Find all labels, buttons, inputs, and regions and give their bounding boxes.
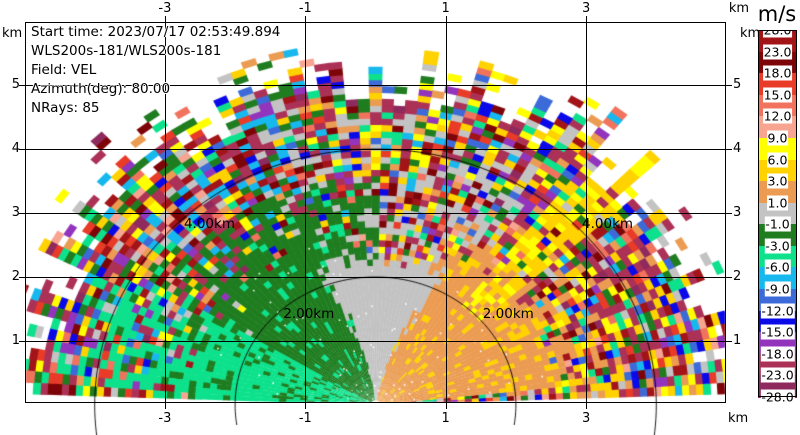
scan-info-block: Start time: 2023/07/17 02:53:49.894 WLS2… [31,23,280,118]
y-tick-label-right: 5 [733,77,742,92]
start-time-text: Start time: 2023/07/17 02:53:49.894 [31,24,281,40]
y-tick-mark-right [726,213,732,214]
y-tick-mark-left [19,213,25,214]
plot-frame [25,22,726,403]
colorbar-tick-label: 28.0 [762,30,793,38]
grid-line-vertical [164,22,166,403]
grid-line-horizontal [25,213,726,214]
field-name-text: Field: VEL [31,62,97,78]
x-tick-label-top: -3 [158,1,172,16]
x-tick-mark-top [445,16,447,22]
colorbar-tick-label: 6.0 [766,152,789,168]
x-tick-label-top: -1 [298,1,312,16]
y-tick-label-right: 3 [733,205,742,220]
y-tick-label-left: 4 [11,141,20,156]
x-tick-mark-top [164,16,166,22]
colorbar-tick-label: -3.0 [764,238,791,254]
colorbar-outline [758,30,797,397]
y-tick-mark-left [19,85,25,86]
y-tick-label-right: 1 [733,333,742,348]
grid-line-vertical [586,22,588,403]
x-tick-label-top: 3 [581,1,591,16]
colorbar-tick-label: 23.0 [762,44,793,60]
y-tick-mark-right [726,149,732,150]
x-tick-mark-bottom [305,403,307,409]
grid-line-vertical [445,22,447,403]
y-axis-unit-left: km [2,26,23,41]
y-tick-label-left: 3 [11,205,20,220]
x-tick-mark-top [586,16,588,22]
colorbar-tick-label: -12.0 [760,303,795,319]
grid-line-horizontal [25,341,726,342]
colorbar-tick-label: -9.0 [764,281,791,297]
y-tick-mark-right [726,277,732,278]
y-tick-label-left: 5 [11,77,20,92]
y-tick-mark-left [19,277,25,278]
range-ring-label: 4.00km [183,215,235,232]
colorbar-tick-label: 15.0 [762,87,793,103]
instrument-name-text: WLS200s-181/WLS200s-181 [31,43,222,59]
grid-line-vertical [305,22,307,403]
range-ring-label: 4.00km [582,215,634,232]
x-axis-unit-bottom: km [728,411,749,426]
colorbar-tick-label: -1.0 [764,216,791,232]
colorbar-body: 28.0 23.0 18.0 15.0 12.0 9.0 6.0 3.0 1.0 -1.0 -3.0… [758,30,797,406]
colorbar-tick-label: 18.0 [762,65,793,81]
range-ring-label: 2.00km [283,306,335,323]
x-tick-mark-bottom [164,403,166,409]
y-tick-label-right: 4 [733,141,742,156]
y-tick-label-left: 2 [11,269,20,284]
x-tick-mark-bottom [586,403,588,409]
y-tick-mark-left [19,149,25,150]
x-tick-label-top: 1 [441,1,450,16]
azimuth-text: Azimuth(deg): 80.00 [31,81,171,97]
y-tick-mark-left [19,341,25,342]
colorbar-tick-label: 9.0 [766,130,789,146]
colorbar-tick-label: 3.0 [766,173,789,189]
colorbar-tick-label: -23.0 [760,367,795,383]
x-tick-label-bottom: -3 [158,411,172,426]
y-axis-unit-right: km [740,26,761,41]
y-tick-mark-right [726,341,732,342]
grid-line-horizontal [25,149,726,150]
x-tick-label-bottom: 1 [441,411,450,426]
colorbar-title: m/s [757,2,797,26]
x-tick-mark-bottom [445,403,447,409]
colorbar-tick-label: 1.0 [766,195,789,211]
y-tick-label-right: 2 [733,269,742,284]
nrays-text: NRays: 85 [31,100,100,116]
colorbar-tick-label: 12.0 [762,108,793,124]
colorbar-tick-label: -6.0 [764,259,791,275]
x-tick-label-bottom: -1 [298,411,312,426]
range-ring-label: 2.00km [482,306,534,323]
x-tick-label-bottom: 3 [581,411,591,426]
colorbar-tick-label: -28.0 [760,389,795,405]
y-tick-mark-right [726,85,732,86]
x-axis-unit-top: km [728,1,750,16]
x-tick-mark-top [305,16,307,22]
grid-line-horizontal [25,277,726,278]
colorbar-tick-label: -18.0 [760,346,795,362]
y-tick-label-left: 1 [11,333,20,348]
grid-line-horizontal [25,85,726,86]
colorbar-tick-label: -15.0 [760,324,795,340]
